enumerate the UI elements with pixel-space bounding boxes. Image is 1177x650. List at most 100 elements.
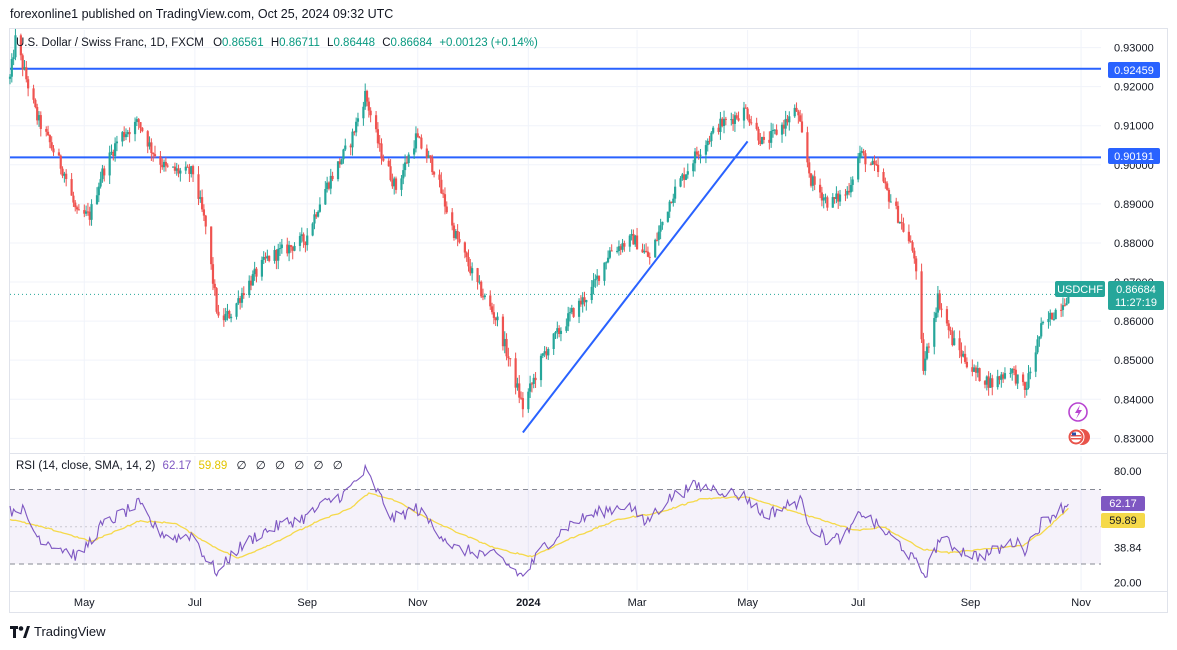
candle-body <box>152 153 155 155</box>
candle-body <box>860 151 863 153</box>
candle-body <box>735 115 738 119</box>
candle-body <box>527 391 530 410</box>
candle-body <box>717 127 720 132</box>
candle-body <box>668 201 671 212</box>
trendline[interactable] <box>522 140 749 434</box>
candle-body <box>496 316 499 321</box>
candle-body <box>679 178 682 187</box>
price-tick-label: 0.92000 <box>1114 82 1154 94</box>
time-tick-label: May <box>737 597 758 609</box>
candle-body <box>188 167 191 174</box>
candle-body <box>289 245 293 247</box>
candle-body <box>818 184 822 193</box>
candle-body <box>695 151 698 155</box>
candle-body <box>331 175 334 180</box>
candle-body <box>924 358 927 371</box>
price-axis[interactable]: 0.930000.920000.910000.900000.890000.880… <box>1114 43 1154 446</box>
candle-body <box>864 153 867 165</box>
candle-body <box>876 165 880 173</box>
rsi-band <box>10 489 1101 564</box>
price-tick-label: 0.89000 <box>1114 199 1154 211</box>
candle-body <box>643 250 646 253</box>
legend-change: +0.00123 (+0.14%) <box>439 37 538 49</box>
candle-body <box>115 141 119 144</box>
hline-badge-1-text: 0.92459 <box>1114 65 1154 77</box>
candle-body <box>166 165 169 167</box>
candle-body <box>336 161 340 180</box>
rsi-legend-empty-3: ∅ <box>275 460 285 472</box>
time-tick-label: Jul <box>851 597 865 609</box>
rsi-line <box>9 463 1069 579</box>
candle-body <box>670 201 673 203</box>
candle-body <box>581 297 584 305</box>
candle-body <box>327 182 331 189</box>
candle-body <box>197 174 200 199</box>
candle-body <box>425 148 428 158</box>
candle-body <box>887 189 891 202</box>
rsi-tick-label: 80.00 <box>1114 466 1142 478</box>
candle-body <box>1034 352 1037 372</box>
candle-body <box>179 170 182 174</box>
candle-body <box>927 346 930 348</box>
candle-body <box>1036 339 1039 353</box>
candle-body <box>137 119 140 123</box>
candle-body <box>666 211 669 222</box>
chart-frame[interactable] <box>9 28 1168 613</box>
trendline-group[interactable] <box>522 140 749 434</box>
candle-body <box>985 376 988 385</box>
candle-body <box>382 158 385 161</box>
rsi-legend-label[interactable]: RSI (14, close, SMA, 14, 2) <box>16 460 156 472</box>
candle-body <box>59 155 62 169</box>
candle-body <box>121 132 124 142</box>
candle-body <box>623 243 626 247</box>
candle-body <box>844 194 847 196</box>
candle-body <box>949 330 952 332</box>
lightning-icon[interactable] <box>1068 402 1088 422</box>
candle-body <box>376 129 379 144</box>
symbol-badge-text: USDCHF <box>1057 284 1103 296</box>
candle-body <box>659 225 662 232</box>
time-tick-label: Jul <box>188 597 202 609</box>
candle-body <box>380 143 383 159</box>
time-axis[interactable]: May Jul Sep Nov 2024 Mar May Jul Sep Nov <box>74 597 1091 609</box>
horizontal-lines[interactable] <box>10 67 1101 295</box>
price-tick-label: 0.91000 <box>1114 121 1154 133</box>
candle-body <box>795 107 798 112</box>
candle-body <box>684 174 688 180</box>
candle-body <box>88 211 91 220</box>
candle-body <box>213 283 216 289</box>
rsi-legend-empty-5: ∅ <box>313 460 323 472</box>
candle-body <box>708 140 711 142</box>
candle-body <box>692 163 695 172</box>
candle-body <box>342 149 345 160</box>
footer-brand-text: TradingView <box>34 624 106 639</box>
rsi-legend-sma: 59.89 <box>199 460 228 472</box>
legend-low-label: L <box>327 37 334 49</box>
candle-body <box>886 183 889 190</box>
candle-body <box>704 145 708 155</box>
legend-open-value: 0.86561 <box>222 37 264 49</box>
footer-brand[interactable]: TradingView <box>10 624 106 639</box>
candle-body <box>619 246 622 250</box>
candle-body <box>431 157 434 173</box>
us-flag-icon[interactable] <box>1067 428 1090 446</box>
candle-body <box>686 171 689 175</box>
candle-body <box>340 159 343 165</box>
candle-body <box>172 166 175 168</box>
candle-body <box>480 281 483 297</box>
candle-body <box>1002 374 1005 379</box>
candle-body <box>454 231 457 239</box>
candle-body <box>173 166 177 171</box>
candle-body <box>1038 336 1041 340</box>
candle-body <box>822 197 825 201</box>
candle-body <box>126 132 129 135</box>
candle-body <box>570 308 573 313</box>
legend-symbol[interactable]: U.S. Dollar / Swiss Franc, 1D, FXCM <box>16 37 204 49</box>
candle-body <box>451 212 454 226</box>
candle-body <box>112 151 115 156</box>
candle-body <box>889 201 892 203</box>
candle-body <box>99 179 102 187</box>
candle-body <box>925 346 929 359</box>
candle-body <box>313 214 316 224</box>
